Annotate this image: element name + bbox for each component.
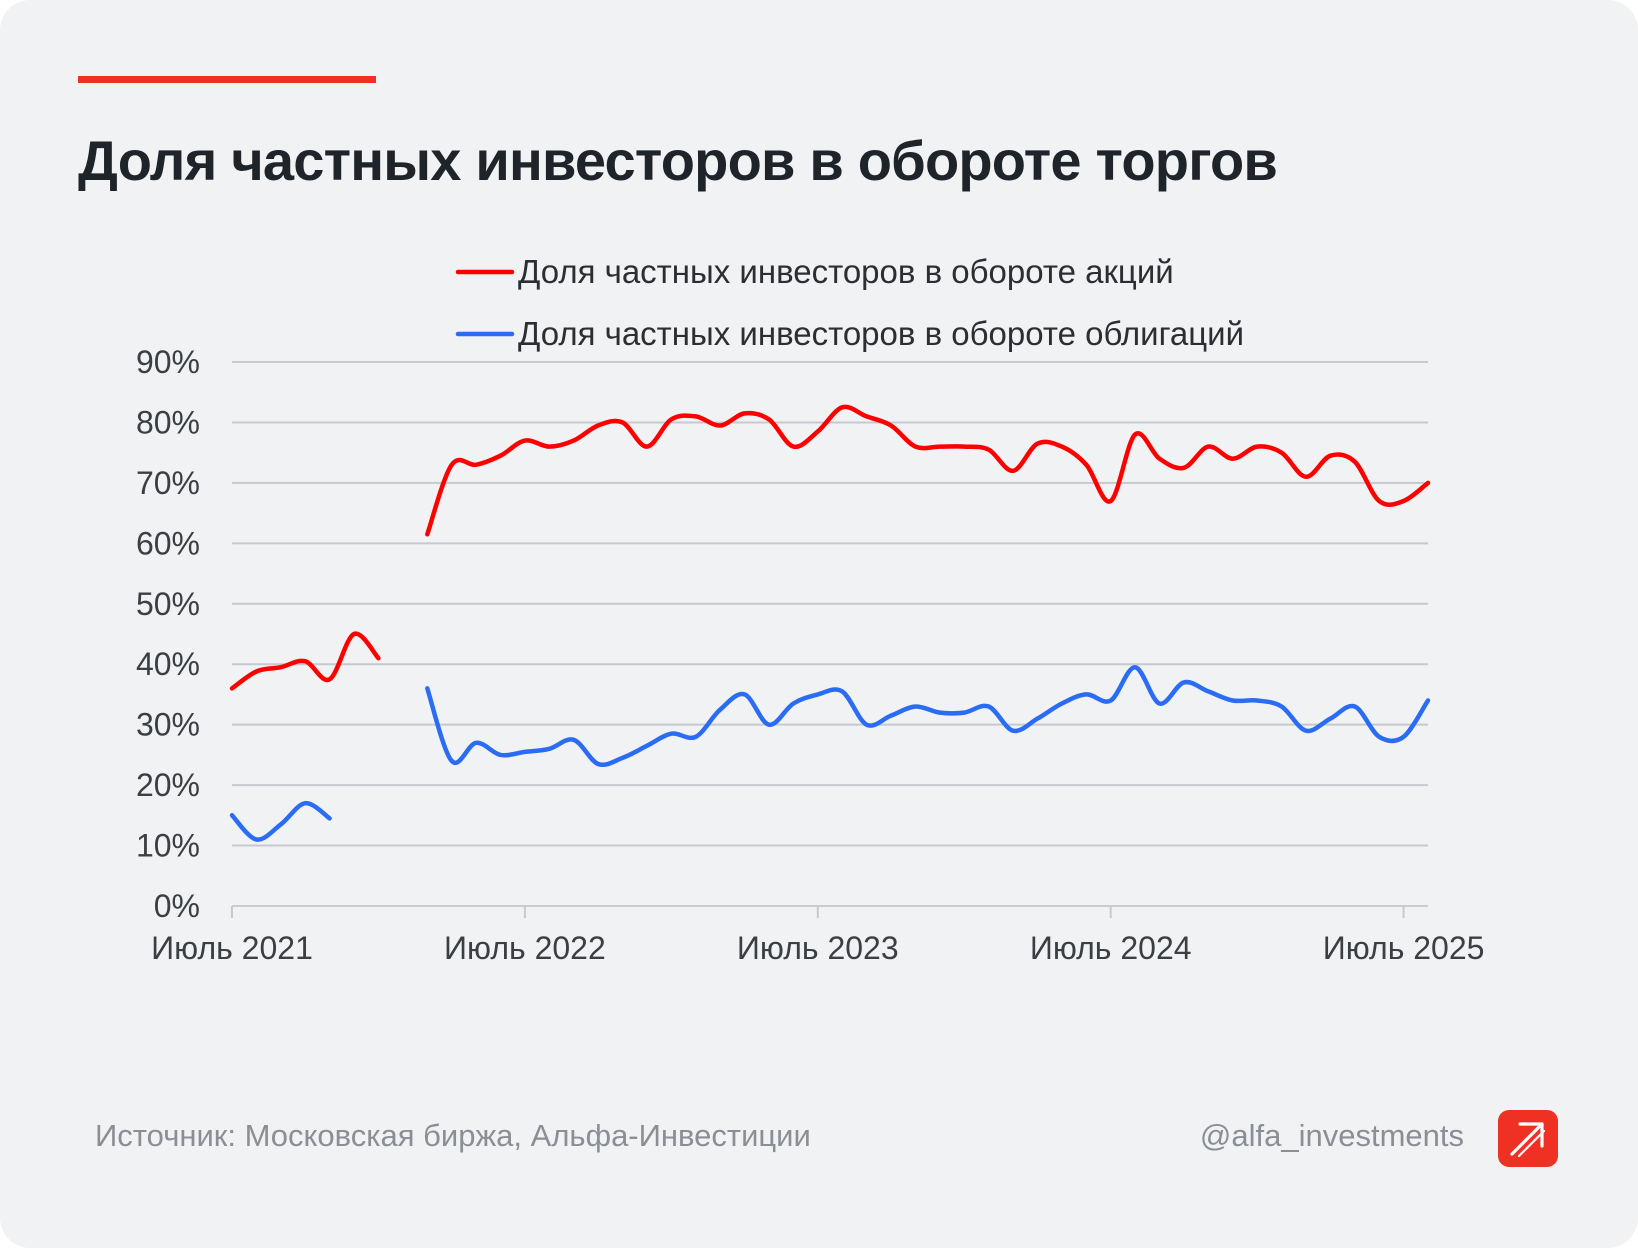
chart-grid [232,361,1428,907]
series-line-2 [229,800,332,842]
y-tick-label: 60% [136,525,200,561]
y-tick-label: 10% [136,828,200,864]
x-tick-label: Июль 2025 [1323,930,1485,966]
social-handle[interactable]: @alfa_investments [1199,1118,1464,1153]
x-tick-label: Июль 2021 [151,930,313,966]
accent-bar [78,76,376,83]
x-tick-label: Июль 2022 [444,930,606,966]
line-chart: 0% 10% 20% 30% 40% 50% 60% 70% 80% 90% Июль 2021 Ию… [136,253,1484,966]
legend-label: Доля частных инвесторов в обороте облига… [518,315,1244,352]
y-tick-label: 30% [136,707,200,743]
chart-axes: 0% 10% 20% 30% 40% 50% 60% 70% 80% 90% Июль 2021 Ию… [136,344,1484,966]
y-tick-label: 0% [154,888,200,924]
y-tick-label: 50% [136,586,200,622]
page-title: Доля частных инвесторов в обороте торгов [78,129,1278,192]
series-line-2 [425,664,1431,767]
series-line-1 [425,404,1431,537]
y-tick-label: 80% [136,404,200,440]
legend-label: Доля частных инвесторов в обороте акций [518,253,1174,290]
source-note: Источник: Московская биржа, Альфа-Инвест… [95,1118,811,1153]
x-tick-label: Июль 2023 [737,930,899,966]
y-tick-label: 70% [136,465,200,501]
y-tick-label: 40% [136,646,200,682]
alfa-logo-icon [1498,1110,1558,1167]
x-tick-label: Июль 2024 [1030,930,1192,966]
series-line-1 [229,631,381,691]
chart-legend: Доля частных инвесторов в обороте акций Д… [455,253,1244,352]
y-tick-label: 90% [136,344,200,380]
chart-lines [229,404,1431,842]
y-tick-label: 20% [136,767,200,803]
